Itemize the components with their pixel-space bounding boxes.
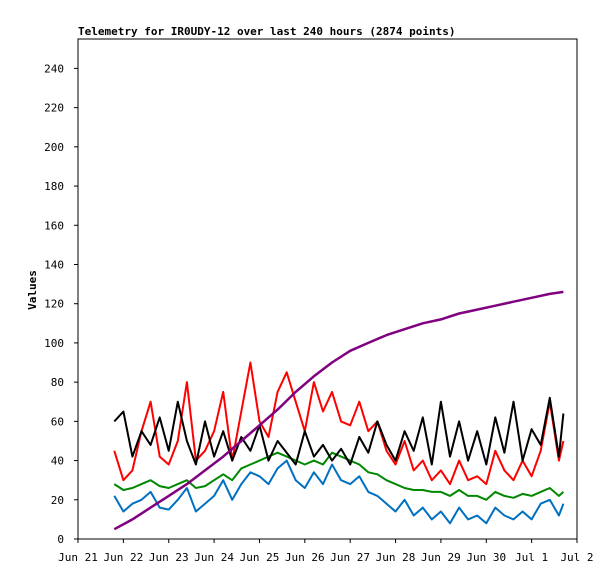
series-line-1 bbox=[113, 361, 565, 486]
y-tick-label: 100 bbox=[44, 337, 64, 350]
x-tick-label: Jun 26 bbox=[285, 551, 325, 564]
plot-lines bbox=[113, 290, 565, 531]
y-tick-label: 40 bbox=[51, 455, 64, 468]
y-tick-label: 180 bbox=[44, 180, 64, 193]
y-tick-label: 220 bbox=[44, 102, 64, 115]
y-tick-label: 140 bbox=[44, 258, 64, 271]
x-tick-label: Jun 27 bbox=[330, 551, 370, 564]
x-tick-label: Jul 1 bbox=[515, 551, 548, 564]
x-tick-label: Jul 2 bbox=[560, 551, 593, 564]
y-tick-label: 0 bbox=[57, 533, 64, 546]
y-tick-label: 60 bbox=[51, 415, 64, 428]
y-tick-label: 200 bbox=[44, 141, 64, 154]
x-tick-label: Jun 29 bbox=[421, 551, 461, 564]
y-axis: 0 20 40 60 80 100 120 140 160 180 200 220 240 bbox=[44, 62, 78, 546]
x-axis: Jun 21 Jun 22 Jun 23 Jun 24 Jun 25 Jun 26 Jun … bbox=[58, 539, 594, 564]
y-tick-label: 240 bbox=[44, 62, 64, 75]
series-line-4 bbox=[113, 396, 565, 466]
series-line-5 bbox=[113, 290, 564, 531]
x-tick-label: Jun 25 bbox=[240, 551, 280, 564]
series-line-3 bbox=[113, 459, 565, 525]
x-tick-label: Jun 24 bbox=[194, 551, 234, 564]
chart-title: Telemetry for IR0UDY-12 over last 240 ho… bbox=[78, 25, 456, 38]
x-tick-label: Jun 28 bbox=[376, 551, 416, 564]
x-tick-label: Jun 21 bbox=[58, 551, 98, 564]
x-tick-label: Jun 22 bbox=[103, 551, 143, 564]
x-tick-label: Jun 30 bbox=[466, 551, 506, 564]
y-tick-label: 20 bbox=[51, 494, 64, 507]
plot-frame bbox=[77, 38, 578, 540]
y-tick-label: 80 bbox=[51, 376, 64, 389]
y-tick-label: 160 bbox=[44, 219, 64, 232]
x-tick-label: Jun 23 bbox=[149, 551, 189, 564]
y-tick-label: 120 bbox=[44, 298, 64, 311]
y-axis-title: Values bbox=[26, 270, 39, 310]
